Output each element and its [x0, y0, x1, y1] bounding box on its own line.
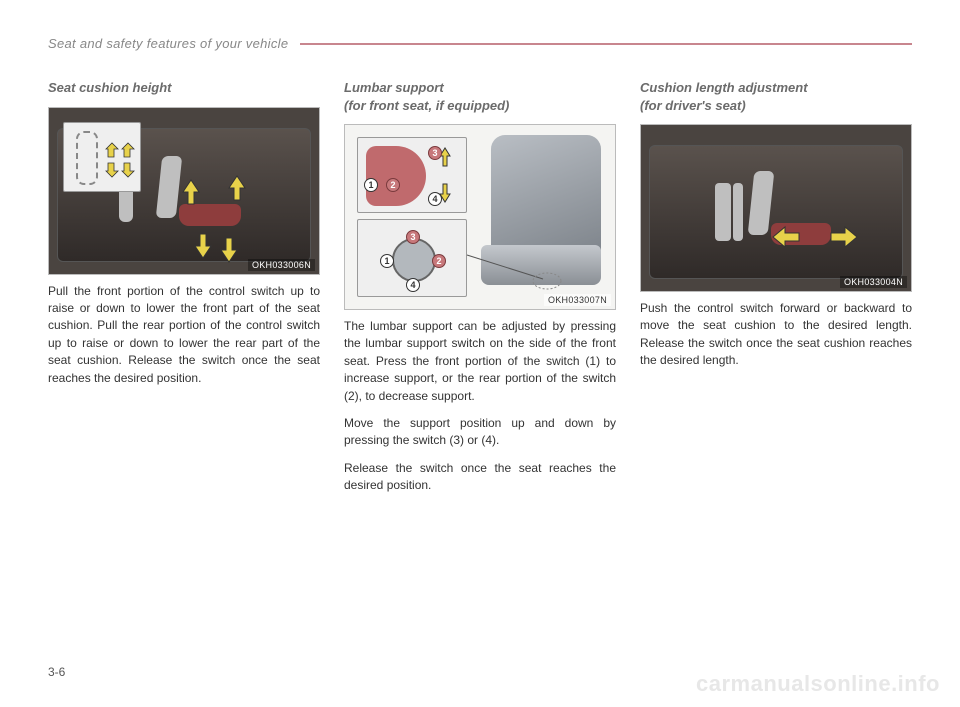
- page-number: 3-6: [48, 665, 65, 679]
- chapter-title: Seat and safety features of your vehicle: [48, 36, 288, 51]
- col1-para1: Pull the front portion of the control sw…: [48, 283, 320, 387]
- manual-page: Seat and safety features of your vehicle…: [0, 0, 960, 495]
- content-columns: Seat cushion height: [48, 79, 912, 495]
- column-3: Cushion length adjustment (for driver's …: [640, 79, 912, 495]
- col3-heading: Cushion length adjustment (for driver's …: [640, 79, 912, 114]
- figure2-code: OKH033007N: [544, 294, 611, 306]
- col2-para1: The lumbar support can be adjusted by pr…: [344, 318, 616, 405]
- col2-para3: Release the switch once the seat reaches…: [344, 460, 616, 495]
- page-header: Seat and safety features of your vehicle: [48, 36, 912, 51]
- watermark: carmanualsonline.info: [696, 671, 940, 697]
- col2-heading: Lumbar support (for front seat, if equip…: [344, 79, 616, 114]
- col2-para2: Move the support position up and down by…: [344, 415, 616, 450]
- header-divider: [300, 43, 912, 45]
- column-2: Lumbar support (for front seat, if equip…: [344, 79, 616, 495]
- figure1-code: OKH033006N: [248, 259, 315, 271]
- figure-cushion-length: OKH033004N: [640, 124, 912, 292]
- figure-seat-cushion-height: OKH033006N: [48, 107, 320, 275]
- column-1: Seat cushion height: [48, 79, 320, 495]
- figure-lumbar-support: 1 2 3 4 1 2 3 4: [344, 124, 616, 310]
- figure3-code: OKH033004N: [840, 276, 907, 288]
- col3-para1: Push the control switch forward or backw…: [640, 300, 912, 370]
- col1-heading: Seat cushion height: [48, 79, 320, 97]
